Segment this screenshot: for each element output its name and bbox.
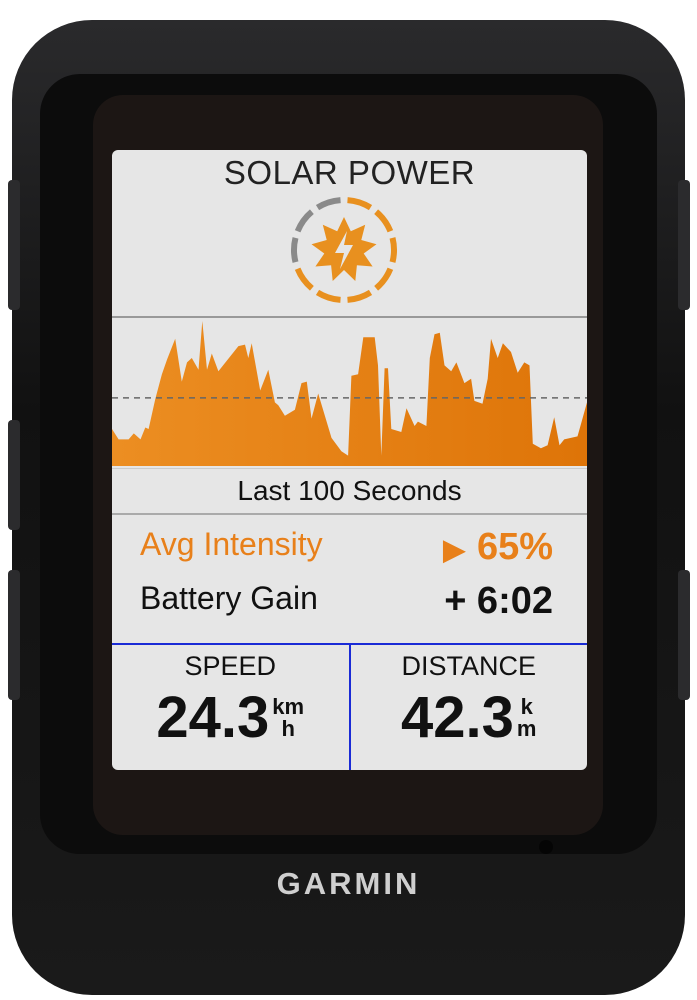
intensity-ring-segment — [294, 267, 314, 291]
avg-intensity-row: Avg Intensity ▶ 65% — [140, 526, 553, 569]
distance-unit-bottom: m — [516, 715, 537, 741]
speed-label: SPEED — [184, 651, 277, 681]
intensity-ring-segment — [374, 209, 394, 233]
intensity-ring-segment — [389, 237, 397, 263]
intensity-ring-segment — [347, 197, 373, 211]
intensity-ring-segment — [294, 209, 314, 233]
side-button-top-right[interactable] — [678, 180, 690, 310]
brand-logo: GARMIN — [276, 866, 421, 901]
play-triangle-icon: ▶ — [443, 534, 465, 565]
battery-gain-row: Battery Gain + 6:02 — [140, 580, 553, 623]
screen[interactable]: SOLAR POWER Last 100 Seconds Avg Intensi… — [112, 150, 587, 770]
intensity-ring-segment — [291, 237, 299, 263]
speed-unit-bottom: h — [281, 715, 295, 741]
speed-value: 24.3 — [156, 685, 270, 750]
battery-gain-label: Battery Gain — [140, 580, 318, 616]
intensity-ring-segment — [374, 267, 394, 291]
chart-time-range: Last 100 Seconds — [112, 468, 587, 515]
solar-intensity-chart — [112, 316, 587, 468]
distance-value: 42.3 — [401, 685, 514, 750]
side-button-bottom-left[interactable] — [8, 570, 20, 700]
side-button-mid-left[interactable] — [8, 420, 20, 530]
distance-unit-top: k — [520, 693, 533, 719]
speed-unit-top: km — [272, 693, 305, 719]
avg-intensity-label: Avg Intensity — [140, 526, 323, 562]
side-button-top-left[interactable] — [8, 180, 20, 310]
avg-intensity-value-group: ▶ 65% — [443, 526, 553, 569]
intensity-ring-segment — [315, 197, 341, 211]
avg-intensity-value: 65% — [476, 526, 553, 568]
battery-gain-value: + 6:02 — [444, 580, 553, 622]
ambient-light-sensor — [539, 840, 553, 854]
speed-field[interactable]: SPEED 24.3 km h — [112, 645, 349, 770]
page-title: SOLAR POWER — [223, 154, 476, 191]
intensity-area — [112, 321, 587, 466]
intensity-ring-segment — [315, 289, 341, 303]
intensity-ring-segment — [347, 289, 373, 303]
solar-intensity-icon — [291, 197, 397, 303]
side-button-bottom-right[interactable] — [678, 570, 690, 700]
distance-label: DISTANCE — [401, 651, 536, 681]
